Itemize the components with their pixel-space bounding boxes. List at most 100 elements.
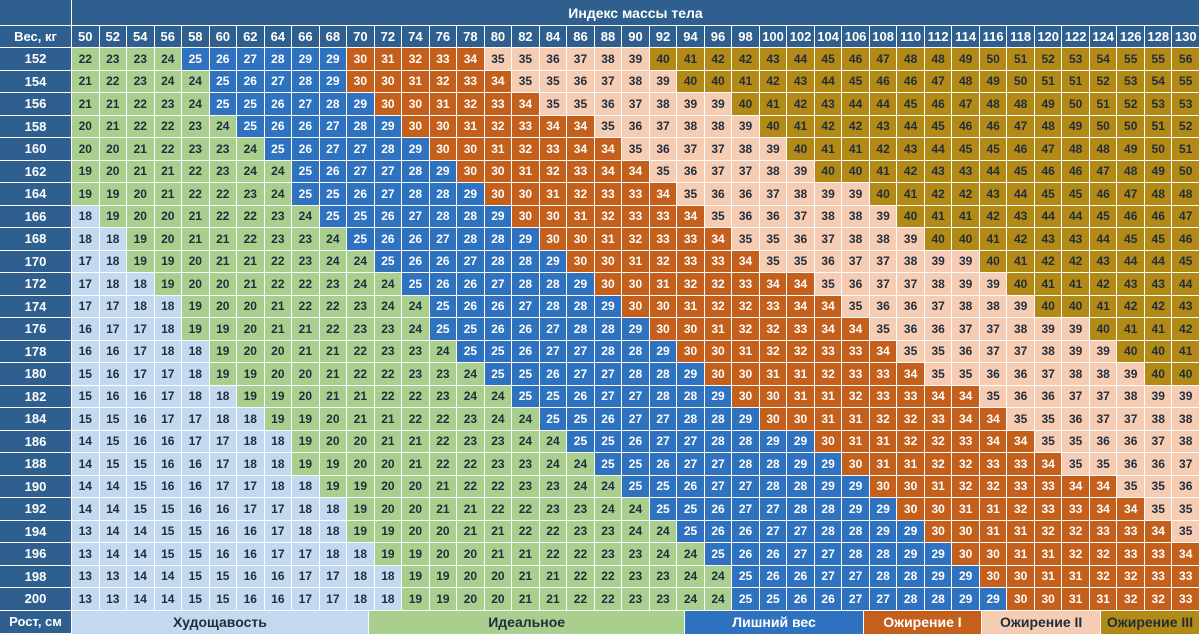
- bmi-value-cell: 33: [1034, 498, 1063, 521]
- bmi-value-cell: 24: [374, 273, 403, 296]
- bmi-value-cell: 27: [347, 138, 375, 161]
- bmi-value-cell: 45: [924, 115, 953, 138]
- bmi-value-cell: 31: [842, 408, 870, 431]
- bmi-value-cell: 39: [649, 70, 678, 93]
- bmi-value-cell: 48: [897, 48, 925, 71]
- bmi-value-cell: 21: [429, 498, 458, 521]
- bmi-value-cell: 33: [869, 385, 898, 408]
- bmi-value-cell: 31: [649, 273, 678, 296]
- bmi-value-cell: 49: [979, 70, 1008, 93]
- bmi-value-cell: 29: [869, 520, 898, 543]
- bmi-value-cell: 20: [457, 588, 485, 611]
- bmi-value-cell: 50: [1089, 115, 1118, 138]
- bmi-value-cell: 22: [402, 385, 430, 408]
- bmi-value-cell: 30: [732, 385, 760, 408]
- bmi-value-cell: 38: [759, 160, 788, 183]
- bmi-value-cell: 44: [787, 48, 815, 71]
- bmi-value-cell: 27: [292, 93, 320, 116]
- bmi-value-cell: 41: [952, 205, 980, 228]
- bmi-value-cell: 25: [237, 115, 265, 138]
- bmi-value-cell: 16: [182, 453, 210, 476]
- bmi-value-cell: 35: [952, 363, 980, 386]
- bmi-value-cell: 24: [347, 273, 375, 296]
- weight-header: 88: [594, 26, 623, 48]
- bmi-value-cell: 17: [127, 318, 155, 341]
- bmi-value-cell: 33: [677, 250, 705, 273]
- bmi-value-cell: 28: [787, 498, 815, 521]
- bmi-value-cell: 32: [1144, 588, 1173, 611]
- bmi-value-cell: 21: [402, 453, 430, 476]
- bmi-value-cell: 21: [264, 318, 293, 341]
- bmi-value-cell: 39: [1034, 318, 1063, 341]
- bmi-value-cell: 21: [457, 498, 485, 521]
- bmi-value-cell: 26: [704, 520, 733, 543]
- bmi-value-cell: 24: [649, 543, 678, 566]
- bmi-value-cell: 49: [1117, 138, 1145, 161]
- bmi-value-cell: 39: [732, 115, 760, 138]
- bmi-value-cell: 15: [182, 520, 210, 543]
- bmi-value-cell: 31: [429, 93, 458, 116]
- bmi-value-cell: 28: [732, 430, 760, 453]
- bmi-value-cell: 50: [1144, 138, 1173, 161]
- bmi-value-cell: 22: [99, 70, 127, 93]
- bmi-value-cell: 35: [1034, 430, 1063, 453]
- bmi-value-cell: 41: [924, 205, 953, 228]
- bmi-value-cell: 28: [402, 160, 430, 183]
- bmi-value-cell: 21: [292, 340, 320, 363]
- bmi-value-cell: 31: [732, 340, 760, 363]
- bmi-value-cell: 29: [402, 138, 430, 161]
- bmi-value-cell: 32: [1089, 543, 1118, 566]
- bmi-value-cell: 41: [1089, 295, 1118, 318]
- bmi-value-cell: 38: [1062, 363, 1090, 386]
- bmi-value-cell: 40: [1144, 340, 1173, 363]
- bmi-value-cell: 14: [154, 588, 183, 611]
- bmi-value-cell: 23: [539, 498, 568, 521]
- bmi-value-cell: 27: [759, 498, 788, 521]
- bmi-value-cell: 30: [649, 295, 678, 318]
- bmi-value-cell: 24: [594, 498, 623, 521]
- bmi-value-cell: 40: [952, 228, 980, 251]
- bmi-value-cell: 23: [484, 453, 513, 476]
- bmi-value-cell: 36: [787, 228, 815, 251]
- bmi-value-cell: 25: [319, 183, 348, 206]
- bmi-value-cell: 26: [457, 295, 485, 318]
- height-header: 170: [0, 250, 72, 273]
- bmi-value-cell: 47: [1117, 183, 1145, 206]
- bmi-value-cell: 15: [99, 408, 127, 431]
- bmi-value-cell: 34: [594, 160, 623, 183]
- bmi-value-cell: 16: [127, 385, 155, 408]
- bmi-value-cell: 32: [759, 318, 788, 341]
- bmi-value-cell: 24: [594, 475, 623, 498]
- bmi-value-cell: 18: [237, 408, 265, 431]
- bmi-value-cell: 48: [1034, 115, 1063, 138]
- bmi-value-cell: 20: [72, 115, 100, 138]
- bmi-value-cell: 20: [72, 138, 100, 161]
- bmi-value-cell: 34: [1117, 498, 1145, 521]
- bmi-value-cell: 17: [264, 543, 293, 566]
- bmi-value-cell: 34: [539, 115, 568, 138]
- bmi-value-cell: 29: [842, 498, 870, 521]
- bmi-value-cell: 22: [457, 453, 485, 476]
- bmi-value-cell: 30: [869, 475, 898, 498]
- bmi-value-cell: 24: [512, 408, 540, 431]
- bmi-value-cell: 42: [759, 70, 788, 93]
- bmi-value-cell: 35: [677, 183, 705, 206]
- bmi-value-cell: 23: [374, 340, 403, 363]
- bmi-value-cell: 15: [209, 588, 238, 611]
- bmi-value-cell: 38: [979, 295, 1008, 318]
- bmi-value-cell: 22: [127, 115, 155, 138]
- bmi-value-cell: 33: [842, 340, 870, 363]
- bmi-value-cell: 14: [127, 543, 155, 566]
- bmi-value-cell: 39: [979, 273, 1008, 296]
- bmi-value-cell: 39: [1089, 340, 1118, 363]
- bmi-value-cell: 22: [539, 543, 568, 566]
- bmi-value-cell: 28: [457, 228, 485, 251]
- bmi-value-cell: 30: [484, 183, 513, 206]
- bmi-value-cell: 39: [814, 183, 843, 206]
- bmi-value-cell: 35: [594, 115, 623, 138]
- bmi-value-cell: 15: [154, 498, 183, 521]
- bmi-value-cell: 26: [429, 273, 458, 296]
- bmi-value-cell: 23: [182, 115, 210, 138]
- bmi-value-cell: 32: [924, 430, 953, 453]
- bmi-value-cell: 37: [842, 250, 870, 273]
